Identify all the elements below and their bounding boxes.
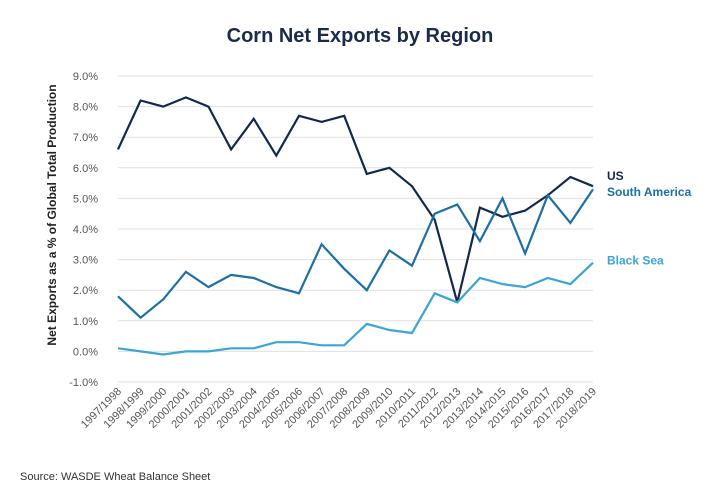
- source-note: Source: WASDE Wheat Balance Sheet: [20, 471, 210, 483]
- y-tick-label: -1.0%: [69, 377, 98, 389]
- series-label-black-sea: Black Sea: [607, 254, 664, 268]
- chart-title: Corn Net Exports by Region: [227, 25, 494, 47]
- x-axis-ticks: 1997/19981998/19991999/20002000/20012001…: [79, 386, 599, 431]
- y-axis-label: Net Exports as a % of Global Total Produ…: [45, 84, 59, 345]
- series-label-south-america: South America: [607, 185, 692, 199]
- y-tick-label: 6.0%: [73, 163, 98, 175]
- y-tick-label: 8.0%: [73, 102, 98, 114]
- series-label-us: US: [607, 169, 624, 183]
- y-tick-label: 4.0%: [73, 224, 98, 236]
- gridlines: [118, 75, 593, 383]
- series-lines: [117, 96, 594, 356]
- y-tick-label: 2.0%: [73, 285, 98, 297]
- series-labels: US South America Black Sea: [607, 169, 692, 268]
- y-tick-label: 1.0%: [73, 316, 98, 328]
- y-tick-label: 0.0%: [73, 346, 98, 358]
- y-tick-label: 3.0%: [73, 255, 98, 267]
- y-tick-label: 9.0%: [73, 71, 98, 83]
- series-line-black-sea: [117, 261, 594, 356]
- y-tick-label: 5.0%: [73, 193, 98, 205]
- series-line-south-america: [117, 188, 594, 320]
- series-line-us: [117, 96, 594, 303]
- y-tick-label: 7.0%: [73, 132, 98, 144]
- y-axis-ticks: 9.0% 8.0% 7.0% 6.0% 5.0% 4.0% 3.0% 2.0% 1.0% 0.0%…: [69, 71, 98, 389]
